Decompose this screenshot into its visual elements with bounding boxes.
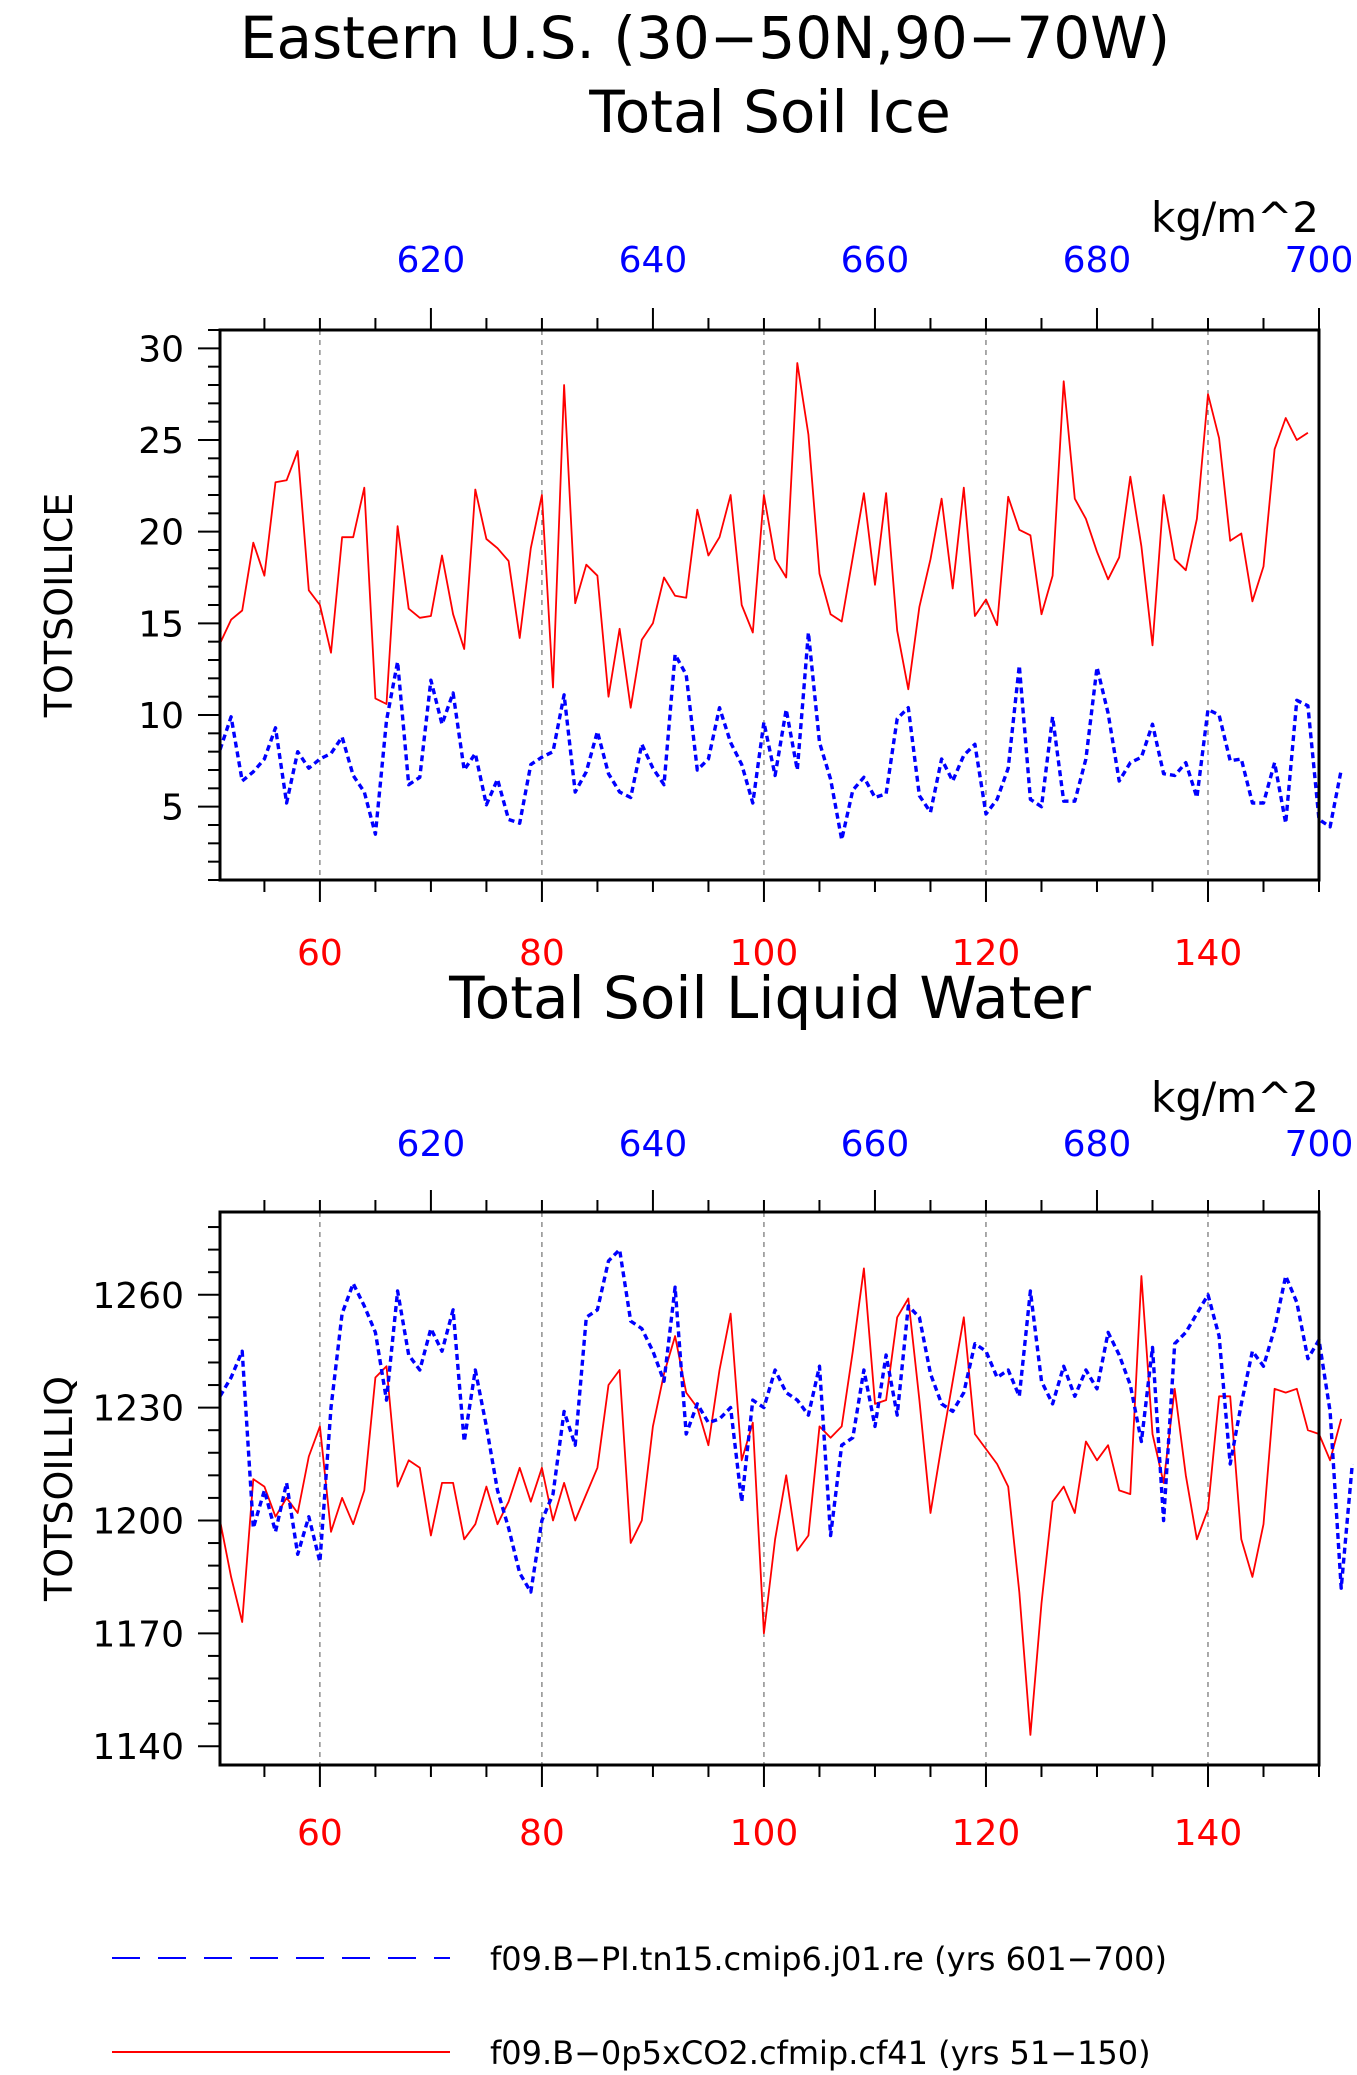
bottom-x-tick-label: 100: [730, 1813, 799, 1854]
bottom-x-tick-label: 120: [952, 933, 1021, 974]
series-blue-line: [218, 1247, 1354, 1594]
y-tick-label: 10: [138, 696, 184, 737]
top-x-tick-label: 620: [397, 240, 466, 281]
y-axis-label: TOTSOILLIQ: [37, 1376, 81, 1602]
bottom-x-tick-label: 60: [297, 933, 343, 974]
y-tick-label: 25: [138, 421, 184, 462]
top-x-tick-label: 640: [619, 240, 688, 281]
top-x-tick-label: 680: [1063, 1124, 1132, 1165]
bottom-x-tick-label: 140: [1174, 1813, 1243, 1854]
bottom-x-tick-label: 100: [730, 933, 799, 974]
panel-soil-liquid: Total Soil Liquid Water kg/m^2 TOTSOILLIQ 6…: [37, 964, 1354, 1854]
legend-label-blue: f09.B−PI.tn15.cmip6.j01.re (yrs 601−700): [490, 1940, 1167, 1978]
y-tick-label: 15: [138, 604, 184, 645]
y-tick-label: 1170: [92, 1614, 184, 1655]
y-tick-label: 1200: [92, 1501, 184, 1542]
top-x-tick-label: 680: [1063, 240, 1132, 281]
bottom-x-tick-label: 80: [519, 1813, 565, 1854]
series-red-line: [219, 362, 1309, 709]
y-tick-label: 30: [138, 329, 184, 370]
figure-title: Eastern U.S. (30−50N,90−70W): [240, 4, 1170, 72]
bottom-x-tick-label: 60: [297, 1813, 343, 1854]
series-blue-line: [218, 630, 1343, 842]
top-x-tick-label: 700: [1285, 240, 1354, 281]
top-x-tick-label: 700: [1285, 1124, 1354, 1165]
y-tick-label: 5: [161, 788, 184, 829]
y-tick-label: 1230: [92, 1389, 184, 1430]
series-red-line: [219, 1267, 1343, 1736]
legend: f09.B−PI.tn15.cmip6.j01.re (yrs 601−700)…: [112, 1940, 1167, 2072]
y-tick-label: 20: [138, 513, 184, 554]
y-axis-label: TOTSOILICE: [37, 493, 81, 719]
y-tick-label: 1140: [92, 1727, 184, 1768]
plot-frame: [218, 328, 1321, 882]
panel-title: Total Soil Ice: [588, 78, 951, 146]
top-x-tick-label: 660: [841, 1124, 910, 1165]
bottom-x-tick-label: 120: [952, 1813, 1021, 1854]
y-tick-label: 1260: [92, 1276, 184, 1317]
units-label: kg/m^2: [1151, 1073, 1319, 1122]
plot-frame: [218, 1210, 1321, 1767]
units-label: kg/m^2: [1151, 193, 1319, 242]
panel-title: Total Soil Liquid Water: [448, 964, 1091, 1032]
bottom-x-tick-label: 80: [519, 933, 565, 974]
top-x-tick-label: 640: [619, 1124, 688, 1165]
panel-soil-ice: Total Soil Ice kg/m^2 TOTSOILICE 60 80 100 120…: [37, 78, 1353, 974]
top-x-tick-label: 620: [397, 1124, 466, 1165]
legend-label-red: f09.B−0p5xCO2.cfmip.cf41 (yrs 51−150): [490, 2034, 1151, 2072]
bottom-x-tick-label: 140: [1174, 933, 1243, 974]
top-x-tick-label: 660: [841, 240, 910, 281]
